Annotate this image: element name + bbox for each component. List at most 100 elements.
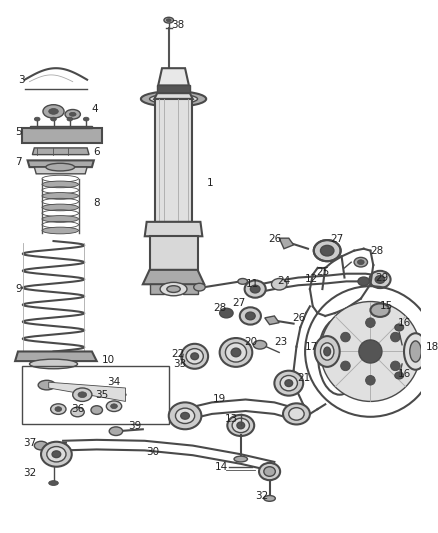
Polygon shape	[149, 236, 198, 270]
Ellipse shape	[354, 257, 367, 267]
Text: 32: 32	[23, 469, 36, 479]
Ellipse shape	[219, 338, 252, 367]
Ellipse shape	[160, 282, 187, 296]
Text: 19: 19	[213, 394, 226, 405]
Polygon shape	[154, 93, 193, 99]
Ellipse shape	[69, 112, 76, 116]
Ellipse shape	[237, 422, 244, 429]
Ellipse shape	[246, 312, 255, 320]
Ellipse shape	[314, 240, 341, 261]
Polygon shape	[143, 270, 204, 284]
Ellipse shape	[357, 260, 364, 264]
Ellipse shape	[251, 285, 260, 293]
Text: 7: 7	[15, 157, 22, 167]
Text: 22: 22	[172, 349, 185, 359]
Text: 34: 34	[107, 377, 120, 387]
Polygon shape	[34, 167, 87, 174]
Text: 37: 37	[23, 438, 36, 448]
Text: 21: 21	[297, 374, 311, 383]
Ellipse shape	[253, 341, 267, 349]
Text: 25: 25	[316, 267, 329, 277]
Ellipse shape	[141, 91, 206, 107]
Ellipse shape	[324, 347, 331, 356]
Ellipse shape	[65, 109, 81, 119]
Ellipse shape	[166, 19, 171, 22]
Ellipse shape	[83, 117, 89, 121]
Polygon shape	[279, 238, 293, 249]
Ellipse shape	[259, 463, 280, 480]
Ellipse shape	[42, 227, 78, 234]
Circle shape	[321, 302, 420, 401]
Ellipse shape	[330, 340, 349, 373]
Text: 4: 4	[92, 104, 99, 115]
Ellipse shape	[167, 286, 180, 293]
Ellipse shape	[181, 344, 208, 369]
Ellipse shape	[78, 392, 87, 398]
Text: 26: 26	[292, 313, 305, 323]
Ellipse shape	[55, 407, 62, 411]
Ellipse shape	[42, 204, 78, 211]
Ellipse shape	[272, 279, 287, 290]
Ellipse shape	[52, 451, 61, 458]
Ellipse shape	[49, 481, 58, 486]
Ellipse shape	[186, 349, 203, 364]
Ellipse shape	[231, 348, 241, 357]
Ellipse shape	[375, 276, 385, 284]
Polygon shape	[15, 351, 97, 361]
Text: 15: 15	[380, 301, 393, 311]
Text: 27: 27	[232, 298, 245, 309]
Text: 28: 28	[213, 303, 226, 313]
Ellipse shape	[42, 181, 78, 188]
Text: 9: 9	[15, 284, 22, 294]
Text: 29: 29	[375, 272, 389, 282]
Polygon shape	[265, 316, 279, 325]
Ellipse shape	[106, 401, 122, 411]
Text: 12: 12	[304, 274, 318, 285]
Ellipse shape	[47, 447, 66, 462]
Ellipse shape	[289, 408, 304, 420]
Ellipse shape	[176, 408, 194, 424]
Ellipse shape	[219, 308, 233, 318]
Ellipse shape	[240, 308, 261, 325]
Text: 36: 36	[71, 404, 84, 414]
Text: 24: 24	[277, 277, 290, 286]
Polygon shape	[22, 128, 102, 143]
Ellipse shape	[280, 375, 297, 391]
Ellipse shape	[321, 245, 334, 256]
Polygon shape	[28, 160, 94, 167]
Text: 26: 26	[268, 234, 281, 244]
Text: 3: 3	[18, 75, 25, 85]
Text: 5: 5	[15, 126, 22, 136]
Ellipse shape	[91, 406, 102, 414]
Ellipse shape	[371, 303, 390, 317]
Ellipse shape	[51, 117, 57, 121]
Ellipse shape	[358, 277, 369, 286]
Text: 39: 39	[128, 422, 142, 431]
Ellipse shape	[41, 442, 72, 467]
Text: 35: 35	[95, 390, 108, 400]
Ellipse shape	[369, 271, 391, 288]
Ellipse shape	[29, 359, 78, 369]
Polygon shape	[149, 284, 164, 294]
Ellipse shape	[321, 343, 334, 360]
Circle shape	[366, 375, 375, 385]
Ellipse shape	[227, 415, 254, 436]
Ellipse shape	[71, 407, 84, 417]
Ellipse shape	[264, 496, 276, 502]
Text: 1: 1	[207, 179, 214, 189]
Text: 32: 32	[255, 490, 268, 500]
Ellipse shape	[67, 117, 73, 121]
Circle shape	[359, 340, 382, 363]
Text: 16: 16	[397, 318, 411, 328]
Text: 28: 28	[371, 246, 384, 256]
Ellipse shape	[51, 404, 66, 414]
Ellipse shape	[191, 353, 198, 360]
Text: 30: 30	[146, 447, 159, 457]
Polygon shape	[157, 85, 190, 93]
Ellipse shape	[181, 413, 189, 419]
Ellipse shape	[232, 418, 249, 433]
Ellipse shape	[395, 372, 403, 379]
Text: 20: 20	[244, 337, 257, 347]
Text: 33: 33	[173, 359, 187, 369]
Ellipse shape	[42, 192, 78, 199]
